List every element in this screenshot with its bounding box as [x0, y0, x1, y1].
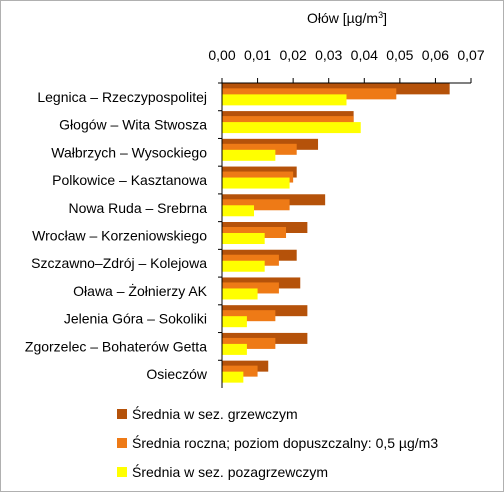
axis-title: Ołów [µg/m3] [307, 10, 387, 26]
bar-series-3 [222, 205, 255, 217]
category-label: Oława – Żołnierzy AK [73, 282, 207, 299]
category-label: Nowa Ruda – Srebrna [68, 200, 207, 216]
y-axis-categories: Legnica – Rzeczypospolitej Głogów – Wita … [25, 82, 222, 382]
x-tick-label: 0,00 [208, 47, 235, 63]
bar-series-3 [222, 316, 247, 328]
legend-swatch-1 [117, 409, 127, 419]
bars [222, 83, 450, 383]
x-tick-label: 0,05 [386, 47, 413, 63]
bar-series-3 [222, 288, 258, 300]
bar-series-3 [222, 233, 265, 244]
category-label: Jelenia Góra – Sokoliki [64, 311, 207, 327]
axes [221, 82, 471, 388]
bar-series-2 [222, 199, 290, 211]
legend-label-2: Średnia roczna; poziom dopuszczalny: 0,5… [132, 434, 438, 451]
x-axis-ticks: 0,00 0,01 0,02 0,03 0,04 0,05 0,06 0,07 [208, 47, 485, 83]
category-label: Wałbrzych – Wysockiego [51, 144, 207, 160]
category-label: Szczawno–Zdrój – Kolejowa [31, 255, 207, 271]
category-label: Legnica – Rzeczypospolitej [37, 89, 207, 105]
bar-series-3 [222, 260, 265, 272]
bar-series-2 [222, 254, 279, 266]
category-label: Wrocław – Korzeniowskiego [32, 228, 207, 244]
bar-series-2 [222, 337, 276, 349]
x-tick-label: 0,02 [280, 47, 307, 63]
bar-series-3 [222, 122, 361, 134]
bar-series-2 [222, 227, 287, 238]
bar-series-2 [222, 88, 397, 100]
bar-series-2 [222, 365, 258, 377]
legend-label-3: Średnia w sez. pozagrzewczym [132, 463, 328, 480]
bar-series-3 [222, 149, 276, 161]
category-label: Polkowice – Kasztanowa [52, 172, 207, 188]
x-tick-label: 0,01 [244, 47, 271, 63]
x-tick-label: 0,03 [315, 47, 342, 63]
x-tick-label: 0,04 [351, 47, 378, 63]
bar-series-2 [222, 171, 294, 183]
x-tick-label: 0,06 [422, 47, 449, 63]
bar-series-2 [222, 282, 279, 294]
bar-series-2 [222, 143, 297, 155]
legend: Średnia w sez. grzewczym Średnia roczna; … [117, 405, 438, 480]
category-label: Zgorzelec – Bohaterów Getta [25, 338, 207, 354]
category-label: Osieczów [146, 366, 208, 382]
legend-swatch-3 [117, 467, 127, 477]
bar-series-3 [222, 343, 247, 355]
category-label: Głogów – Wita Stwosza [59, 117, 207, 133]
legend-label-1: Średnia w sez. grzewczym [132, 405, 298, 422]
bar-series-3 [222, 94, 347, 106]
bar-series-2 [222, 310, 276, 322]
bar-series-3 [222, 371, 244, 383]
legend-swatch-2 [117, 438, 127, 448]
x-tick-label: 0,07 [457, 47, 484, 63]
bar-series-3 [222, 177, 290, 189]
bar-series-2 [222, 116, 354, 128]
